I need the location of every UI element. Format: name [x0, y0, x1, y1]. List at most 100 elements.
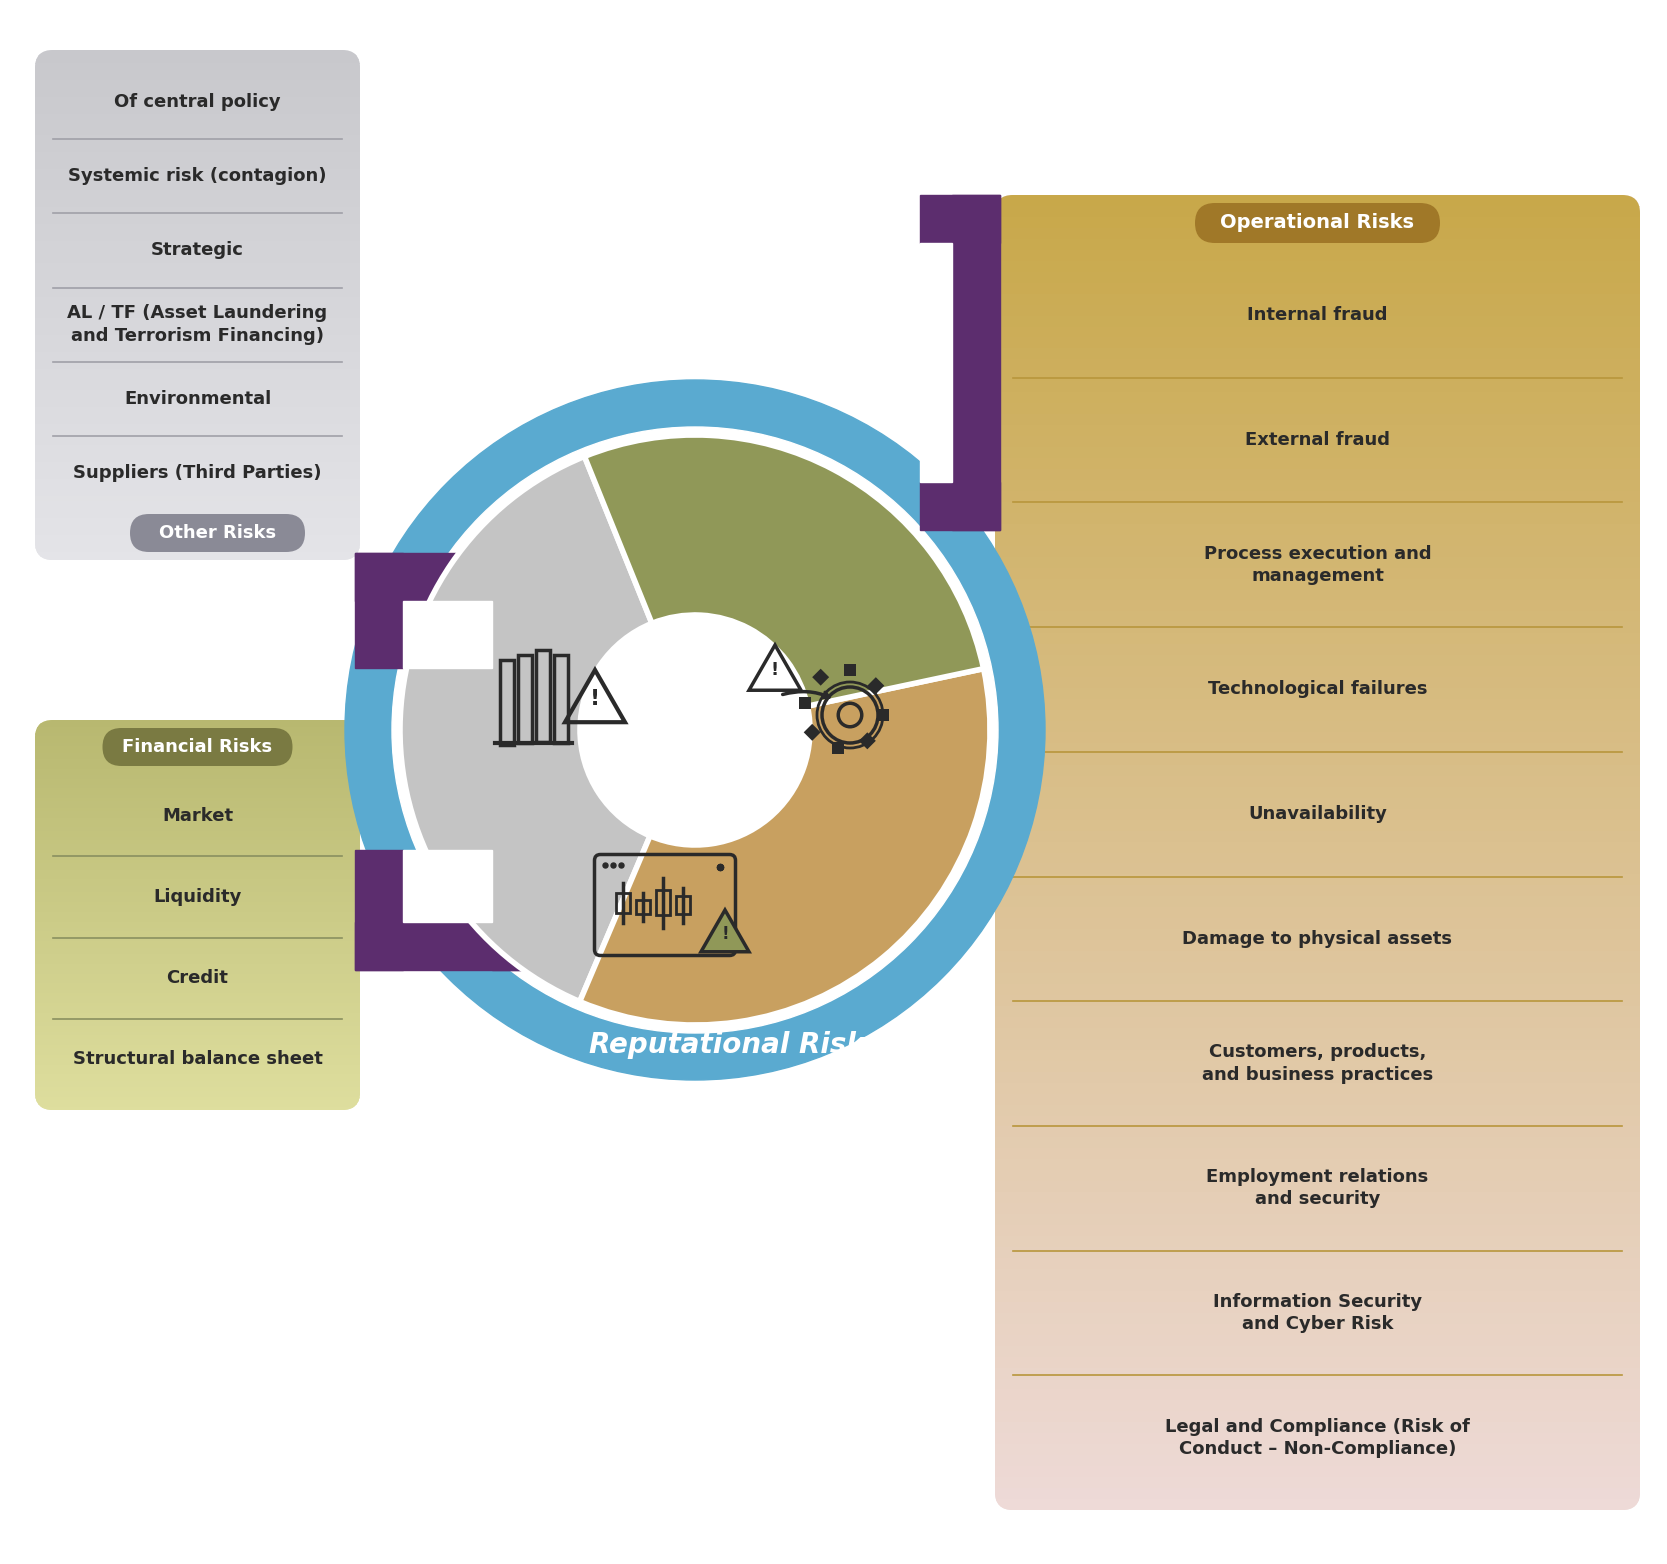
Bar — [995, 962, 1640, 974]
Bar — [35, 144, 360, 149]
Bar — [35, 552, 360, 557]
Bar — [35, 433, 360, 438]
Bar — [35, 305, 360, 311]
Bar — [35, 1093, 360, 1098]
Bar — [35, 1026, 360, 1031]
Bar — [867, 677, 884, 694]
Bar — [35, 526, 360, 532]
Bar — [35, 55, 360, 59]
Bar — [35, 824, 360, 829]
Bar — [500, 660, 513, 744]
Bar — [35, 161, 360, 166]
Bar — [920, 242, 952, 482]
Bar — [995, 820, 1640, 832]
Wedge shape — [585, 435, 984, 705]
Bar — [35, 500, 360, 507]
Bar — [35, 795, 360, 799]
Bar — [995, 1225, 1640, 1237]
Bar — [995, 1137, 1640, 1150]
Bar — [35, 1087, 360, 1092]
Bar — [995, 535, 1640, 547]
FancyBboxPatch shape — [35, 50, 360, 560]
Bar — [35, 50, 360, 56]
Bar — [35, 203, 360, 208]
Bar — [35, 72, 360, 77]
Bar — [35, 843, 360, 848]
Bar — [35, 360, 360, 366]
Circle shape — [580, 615, 810, 845]
Bar — [35, 253, 360, 260]
Bar — [35, 399, 360, 404]
Bar — [995, 447, 1640, 460]
Bar — [35, 1029, 360, 1034]
Bar — [995, 973, 1640, 985]
Bar — [995, 1334, 1640, 1347]
Bar — [35, 896, 360, 901]
Bar — [35, 870, 360, 874]
Bar — [995, 951, 1640, 963]
Bar — [995, 907, 1640, 920]
Text: Financial Risks: Financial Risks — [122, 738, 273, 755]
Bar — [35, 411, 360, 418]
Bar — [995, 1214, 1640, 1226]
Bar — [995, 316, 1640, 328]
Bar — [35, 131, 360, 136]
Bar — [995, 1192, 1640, 1204]
Bar — [995, 371, 1640, 383]
Bar — [995, 1268, 1640, 1281]
Bar — [35, 752, 360, 757]
Bar — [798, 698, 812, 708]
Bar — [35, 1090, 360, 1095]
Wedge shape — [580, 669, 990, 1024]
Bar — [35, 924, 360, 929]
Bar — [35, 199, 360, 205]
Bar — [995, 491, 1640, 504]
Bar — [995, 1170, 1640, 1182]
Bar — [35, 505, 360, 510]
Bar — [995, 809, 1640, 821]
Bar — [35, 246, 360, 252]
Bar — [995, 874, 1640, 887]
Text: Reputational Risks: Reputational Risks — [588, 1031, 882, 1059]
Bar — [995, 1389, 1640, 1401]
Text: Information Security
and Cyber Risk: Information Security and Cyber Risk — [1214, 1293, 1422, 1333]
Bar — [995, 776, 1640, 788]
Text: AL / TF (Asset Laundering
and Terrorism Financing): AL / TF (Asset Laundering and Terrorism … — [67, 305, 327, 344]
Bar — [995, 1159, 1640, 1171]
Bar — [35, 899, 360, 904]
Bar — [995, 425, 1640, 438]
Bar — [995, 1367, 1640, 1379]
Bar — [35, 211, 360, 217]
Bar — [35, 547, 360, 554]
Circle shape — [612, 863, 617, 868]
Bar — [995, 480, 1640, 493]
Bar — [995, 612, 1640, 624]
Bar — [35, 275, 360, 282]
Circle shape — [717, 865, 723, 871]
Bar — [35, 818, 360, 823]
Bar — [35, 221, 360, 225]
Bar — [995, 699, 1640, 712]
Bar — [35, 1078, 360, 1082]
Bar — [35, 987, 360, 992]
Bar — [995, 327, 1640, 339]
Bar — [35, 228, 360, 235]
Bar — [35, 322, 360, 328]
Text: !: ! — [722, 926, 728, 943]
Bar — [35, 555, 360, 561]
Bar — [35, 830, 360, 835]
Text: Environmental: Environmental — [123, 389, 272, 408]
Bar — [35, 762, 360, 766]
Text: Operational Risks: Operational Risks — [1220, 214, 1415, 233]
Bar — [35, 740, 360, 744]
Bar — [35, 854, 360, 859]
Bar — [995, 655, 1640, 668]
Bar — [35, 942, 360, 946]
Bar — [995, 294, 1640, 307]
Bar — [35, 114, 360, 119]
Bar — [35, 737, 360, 741]
Bar — [995, 1181, 1640, 1193]
Bar — [35, 749, 360, 754]
Bar — [35, 339, 360, 344]
Bar — [995, 841, 1640, 854]
